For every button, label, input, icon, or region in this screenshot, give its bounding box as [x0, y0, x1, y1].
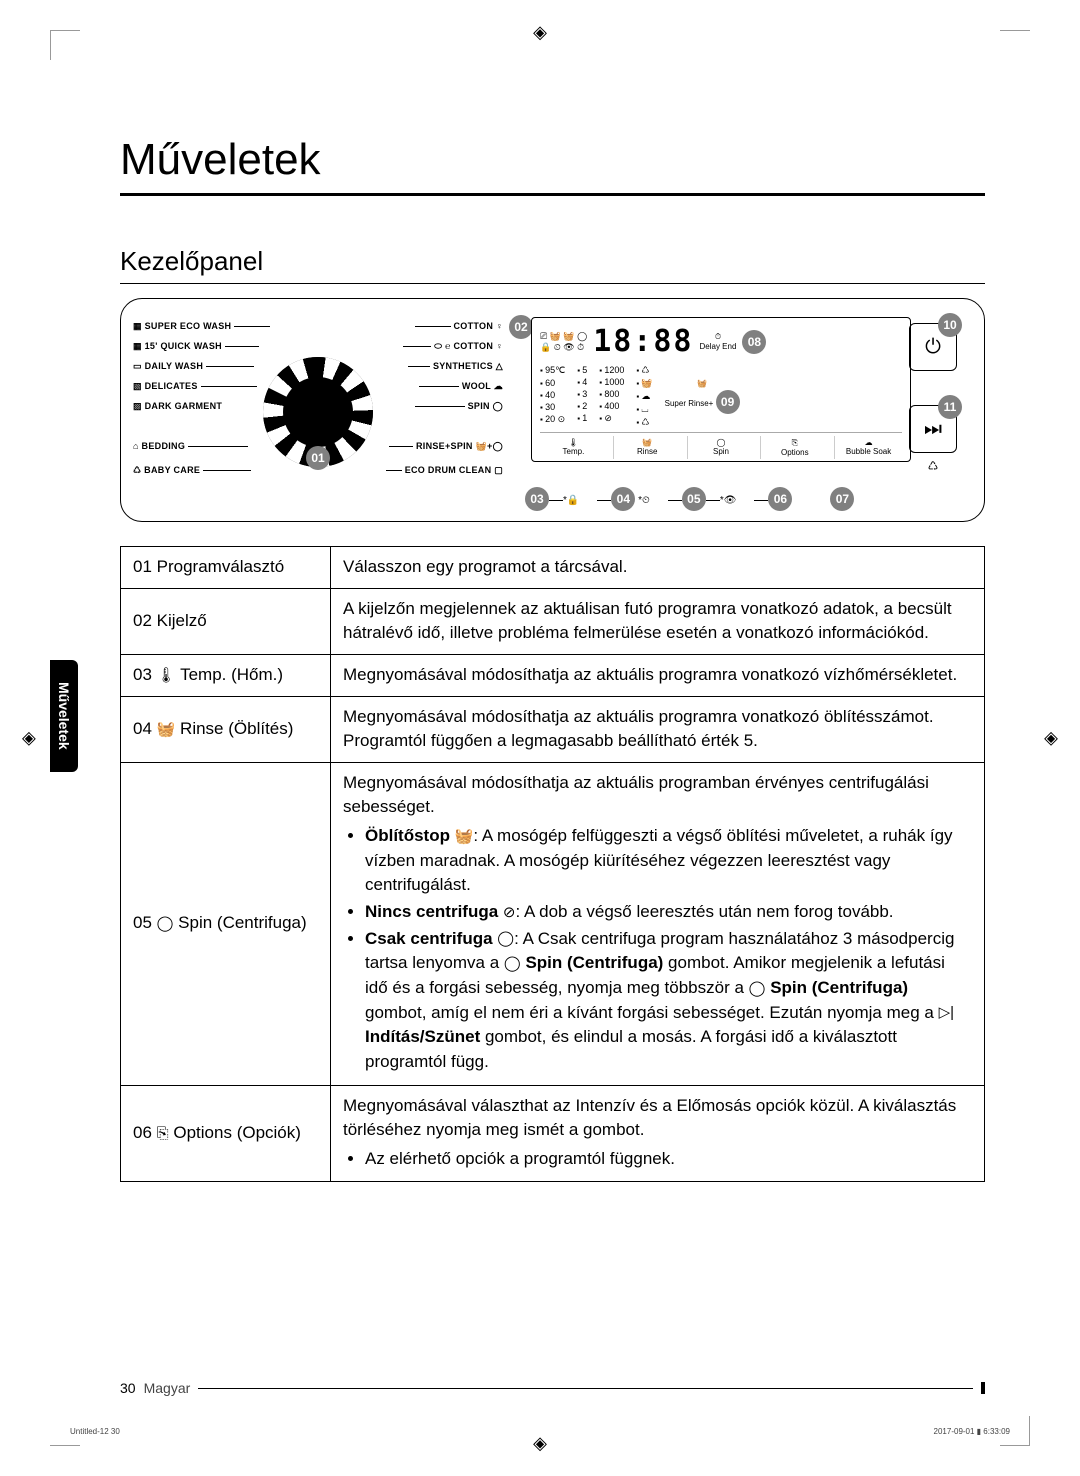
callout-03: 03 [525, 487, 549, 511]
temp-icon: 🌡 [157, 665, 176, 687]
callout-06: 06 [768, 487, 792, 511]
program-label: RINSE+SPIN 🧺+◯ [386, 441, 503, 452]
registration-mark: ◈ [22, 728, 36, 749]
program-label: ▦ 15' QUICK WASH [133, 341, 262, 352]
page-title: Műveletek [120, 135, 985, 185]
row-desc: A kijelzőn megjelennek az aktuálisan fut… [331, 588, 985, 654]
registration-mark: ◈ [533, 22, 547, 43]
section-heading: Kezelőpanel [120, 246, 985, 277]
program-label: ▨ DARK GARMENT [133, 401, 222, 412]
program-label: ▭ DAILY WASH [133, 361, 257, 372]
lcd-digits: 18:88 [593, 324, 693, 359]
display-area: *(Hold 3 sec) 02 ⎚ 🧺 🧺 ◯🔒 ⏲ 👁 ⏱ 18:88 ⏱D… [513, 317, 972, 507]
row-label: 01 Programválasztó [121, 547, 331, 589]
callout-10: 10 [938, 313, 962, 337]
program-label: ECO DRUM CLEAN ▢ [383, 465, 503, 476]
page-language: Magyar [144, 1380, 191, 1396]
side-buttons: 10 ⏻ 11 ⏭ ♺ [906, 323, 960, 473]
rinsestop-icon: 🧺 [455, 826, 474, 848]
table-row: 05 ◯ Spin (Centrifuga) Megnyomásával mód… [121, 762, 985, 1085]
lcd-temp-col: 95℃60403020 ⊙ [540, 365, 565, 428]
page-footer: 30 Magyar [120, 1380, 985, 1396]
section-rule [120, 283, 985, 284]
rinse-button[interactable]: 🧺Rinse [613, 436, 681, 459]
registration-mark: ◈ [1044, 728, 1058, 749]
callout-08: 08 [742, 330, 766, 354]
delay-end-label: ⏱Delay End [700, 332, 737, 351]
control-panel-diagram: 01 ▦ SUPER ECO WASH ▦ 15' QUICK WASH ▭ D… [120, 298, 985, 522]
add-garment-icon: ♺ [909, 459, 957, 473]
lcd-display: ⎚ 🧺 🧺 ◯🔒 ⏲ 👁 ⏱ 18:88 ⏱Delay End 08 95℃60… [531, 317, 911, 462]
table-row: 06 ⎘ Options (Opciók) Megnyomásával vála… [121, 1085, 985, 1182]
callout-07: 07 [830, 487, 854, 511]
page-number: 30 [120, 1380, 136, 1396]
program-label: COTTON ♀ [412, 321, 504, 331]
lcd-num-col: 54321 [577, 365, 587, 428]
table-row: 04 🧺 Rinse (Öblítés) Megnyomásával módos… [121, 696, 985, 762]
program-label: ▦ SUPER ECO WASH [133, 321, 273, 332]
callout-11: 11 [938, 395, 962, 419]
options-button[interactable]: ⎘Options [760, 436, 828, 459]
row-label: 02 Kijelző [121, 588, 331, 654]
row-label: 03 🌡 Temp. (Hőm.) [121, 654, 331, 696]
program-label: WOOL ☁ [416, 381, 503, 392]
row-desc: Válasszon egy programot a tárcsával. [331, 547, 985, 589]
row-label: 04 🧺 Rinse (Öblítés) [121, 696, 331, 762]
callout-04: 04 [611, 487, 635, 511]
spinonly-icon: ◯ [497, 928, 514, 950]
callout-01: 01 [306, 446, 330, 470]
row-label: 06 ⎘ Options (Opciók) [121, 1085, 331, 1182]
section-side-tab: Műveletek [50, 660, 78, 772]
program-label: SPIN ◯ [412, 401, 503, 412]
callout-05: 05 [682, 487, 706, 511]
callout-02: 02 [509, 315, 533, 339]
program-label: ⌂ BEDDING [133, 441, 251, 451]
lcd-icons-col: ♺🧺☁⌴♺ [636, 365, 652, 428]
callout-09: 09 [716, 390, 740, 414]
play-icon: ▷| [939, 1002, 954, 1024]
spin-button[interactable]: ◯Spin [687, 436, 755, 459]
print-meta-right: 2017-09-01 ▮ 6:33:09 [934, 1427, 1010, 1436]
callouts-row: 03*🔒 04 *⏲ 05*👁 06 07 [525, 487, 854, 511]
temp-button[interactable]: 🌡Temp. [540, 436, 607, 459]
spin-icon: ◯ [504, 953, 521, 975]
options-icon: ⎘ [157, 1123, 169, 1145]
row-desc: Megnyomásával módosíthatja az aktuális p… [331, 696, 985, 762]
table-row: 02 Kijelző A kijelzőn megjelennek az akt… [121, 588, 985, 654]
row-desc: Megnyomásával módosíthatja az aktuális p… [331, 762, 985, 1085]
print-meta-left: Untitled-12 30 [70, 1427, 120, 1436]
program-label: SYNTHETICS △ [405, 361, 503, 372]
spin-icon: ◯ [749, 978, 766, 1000]
program-label: ♺ BABY CARE [133, 465, 254, 476]
title-rule [120, 193, 985, 196]
super-rinse-label: 🧺Super Rinse+ 09 [665, 379, 740, 414]
description-table: 01 Programválasztó Válasszon egy program… [120, 546, 985, 1182]
lcd-mode-icons: ⎚ 🧺 🧺 ◯🔒 ⏲ 👁 ⏱ [540, 331, 587, 353]
rinse-icon: 🧺 [157, 719, 176, 741]
program-label: ▧ DELICATES [133, 381, 260, 392]
nospin-icon: ⊘ [503, 902, 516, 924]
spin-icon: ◯ [157, 913, 174, 935]
lcd-spin-col: 12001000800400⊘ [599, 365, 624, 428]
lcd-button-row: 🌡Temp. 🧺Rinse ◯Spin ⎘Options ☁Bubble Soa… [540, 432, 902, 459]
bubble-soak-button[interactable]: ☁Bubble Soak [834, 436, 902, 459]
row-desc: Megnyomásával módosíthatja az aktuális p… [331, 654, 985, 696]
registration-mark: ◈ [533, 1433, 547, 1454]
row-label: 05 ◯ Spin (Centrifuga) [121, 762, 331, 1085]
table-row: 01 Programválasztó Válasszon egy program… [121, 547, 985, 589]
table-row: 03 🌡 Temp. (Hőm.) Megnyomásával módosíth… [121, 654, 985, 696]
program-dial-area: 01 ▦ SUPER ECO WASH ▦ 15' QUICK WASH ▭ D… [133, 317, 503, 507]
row-desc: Megnyomásával választhat az Intenzív és … [331, 1085, 985, 1182]
program-label: ⬭ ℮ COTTON ♀ [400, 341, 503, 352]
